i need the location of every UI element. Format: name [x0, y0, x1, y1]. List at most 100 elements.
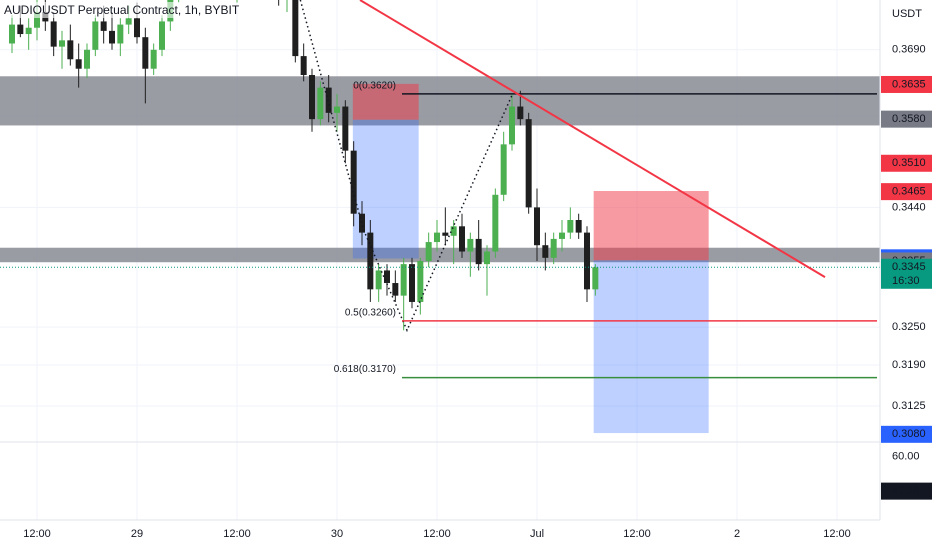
candle-body [509, 106, 515, 145]
candle-body [375, 270, 382, 290]
candle-body [442, 232, 449, 236]
price-label-bg [881, 154, 932, 172]
chart-title: AUDIOUSDT Perpetual Contract, 1h, BYBIT [4, 3, 240, 17]
price-label: 0.3080 [892, 428, 926, 440]
candle-body [575, 220, 582, 233]
candle-body [300, 56, 307, 76]
candle-body [75, 59, 82, 69]
indicator-tick-label: 60.00 [892, 451, 920, 463]
candle-body [367, 232, 374, 290]
candle-body [25, 27, 32, 35]
price-label-bg [881, 110, 932, 128]
candle-body [534, 207, 540, 246]
candle-body [342, 106, 349, 151]
candle-body [350, 150, 357, 214]
target-box [352, 119, 419, 259]
y-tick-label: 0.3250 [892, 321, 926, 333]
candle-body [425, 242, 432, 261]
candle-body [317, 87, 324, 120]
candle-body [417, 260, 424, 302]
candle-body [500, 144, 507, 195]
y-tick-label: 0.3690 [892, 44, 926, 56]
candle-body [409, 264, 415, 302]
candle-body [92, 21, 99, 50]
x-tick-label: 12:00 [223, 528, 251, 540]
title-bg [0, 2, 218, 18]
x-tick-label: 30 [331, 528, 343, 540]
price-label: 0.3510 [892, 157, 926, 169]
candle-body [450, 226, 457, 236]
candle-body [434, 232, 440, 243]
candle-body [467, 238, 474, 252]
candle-body [84, 49, 90, 69]
candle-body [525, 119, 532, 208]
indicator-label-bg [881, 482, 932, 500]
x-tick-label: 29 [131, 528, 143, 540]
price-label: 0.3465 [892, 186, 926, 198]
candle-body [400, 264, 407, 296]
x-tick-label: 12:00 [423, 528, 451, 540]
price-label-bg [881, 425, 932, 443]
price-label-bg [881, 75, 932, 93]
y-tick-label: 0.3125 [892, 400, 926, 412]
x-tick-label: 2 [734, 528, 740, 540]
zigzag [299, 0, 513, 333]
candle-body [150, 49, 157, 69]
candle-body [334, 106, 340, 113]
candle-body [125, 18, 132, 25]
candle-body [309, 75, 315, 120]
candle-body [492, 194, 499, 252]
candle-body [542, 245, 549, 258]
candle-body [592, 267, 599, 290]
price-axis: 0.36900.35850.34400.32500.31900.312560.0… [881, 44, 932, 500]
price-label-bg [881, 183, 932, 201]
candle-body [9, 24, 15, 44]
price-label: 0.3345 [892, 261, 926, 273]
trendline [359, 0, 826, 278]
fib-label: 0(0.3620) [353, 81, 396, 92]
candle-body [475, 238, 482, 265]
candle-body [67, 40, 74, 60]
candle-body [392, 283, 399, 296]
x-tick-label: 12:00 [23, 528, 51, 540]
candle-body [109, 30, 115, 44]
candle-body [50, 21, 57, 47]
candle-body [292, 0, 299, 57]
x-tick-label: 12:00 [823, 528, 851, 540]
x-tick-label: Jul [530, 528, 544, 540]
candle-body [59, 40, 65, 47]
candle-body [117, 24, 124, 44]
candle-body [550, 238, 557, 258]
candle-body [159, 21, 165, 50]
price-label-bg [881, 258, 932, 289]
candle-body [517, 106, 524, 120]
stop-box [593, 191, 709, 261]
stop-box [352, 83, 419, 120]
y-tick-label: 0.3440 [892, 201, 926, 213]
countdown: 16:30 [892, 275, 920, 287]
candle-body [142, 37, 149, 69]
indicator-label: 42.28 [892, 485, 920, 497]
candle-body [384, 270, 390, 284]
zone [0, 247, 880, 263]
currency: USDT [892, 8, 922, 20]
fib-label: 0.5(0.3260) [345, 308, 396, 319]
x-tick-label: 12:00 [623, 528, 651, 540]
candle-body [584, 232, 590, 290]
candle-body [459, 226, 465, 252]
candle-body [17, 24, 24, 35]
candle-body [134, 18, 140, 38]
target-box [593, 260, 709, 434]
y-tick-label: 0.3190 [892, 359, 926, 371]
candle-body [559, 232, 565, 239]
candle-body [100, 21, 107, 31]
fib-label: 0.618(0.3170) [334, 364, 396, 375]
candle-body [34, 11, 40, 28]
price-label: 0.3580 [892, 113, 926, 125]
plot-area: 0(0.3620) 0.5(0.3260) 0.618(0.3170) [0, 0, 880, 434]
candle-body [484, 251, 490, 265]
price-label: 0.3635 [892, 78, 926, 90]
candle-body [567, 220, 574, 233]
candle-body [359, 213, 365, 233]
